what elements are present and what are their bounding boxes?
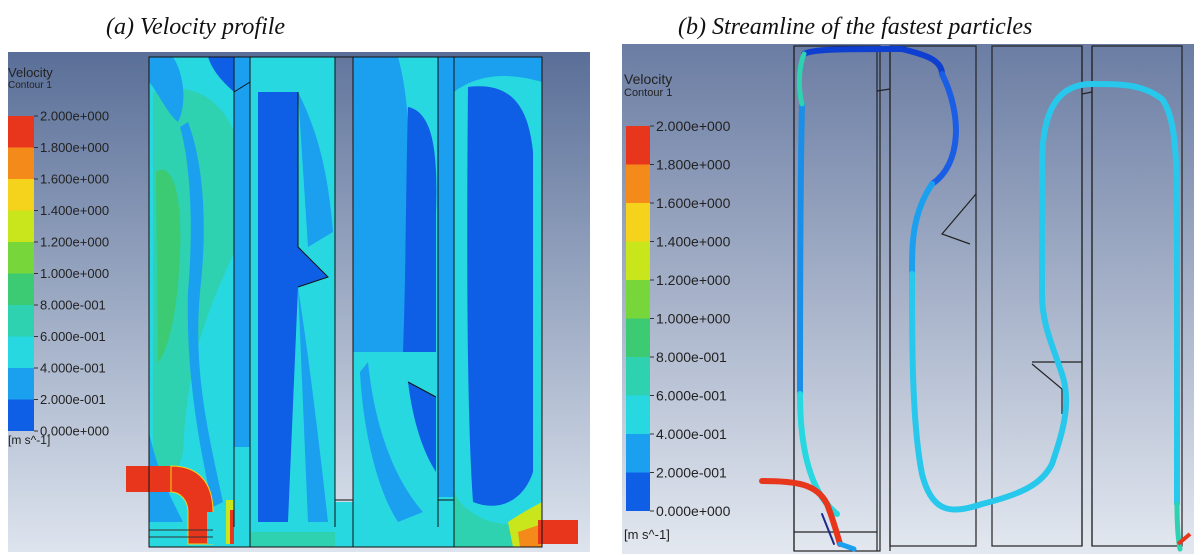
inlet-stream — [759, 478, 857, 552]
reactor-walls — [793, 45, 1183, 552]
legend-level-label: 8.000e-001 — [40, 298, 106, 313]
legend-level-label: 6.000e-001 — [656, 387, 727, 403]
legend-level-label: 1.600e+000 — [40, 172, 109, 187]
legend-level-label: 4.000e-001 — [40, 361, 106, 376]
legend-level-label: 1.400e+000 — [656, 233, 731, 249]
legend-level-label: 0.000e+000 — [40, 424, 109, 439]
legend-color-swatch — [8, 399, 34, 431]
legend-level-label: 2.000e-001 — [40, 392, 106, 407]
legend-a: Velocity Contour 1 2.000e+000 1.800e+000 1… — [8, 65, 109, 447]
chamber-1 — [149, 57, 234, 547]
reactor-outline — [148, 56, 543, 548]
legend-level-label: 1.200e+000 — [40, 235, 109, 250]
legend-level-label: 6.000e-001 — [40, 329, 106, 344]
legend-level-label: 2.000e+000 — [656, 118, 731, 134]
legend-color-swatch — [626, 280, 650, 319]
legend-level-label: 8.000e-001 — [656, 349, 727, 365]
legend-unit: [m s^-1] — [624, 527, 670, 542]
legend-subtitle: Contour 1 — [624, 87, 672, 99]
legend-color-swatch — [8, 210, 34, 242]
legend-color-swatch — [626, 126, 650, 165]
legend-color-swatch — [8, 179, 34, 211]
legend-color-swatch — [8, 147, 34, 179]
legend-color-swatch — [626, 203, 650, 242]
caption-velocity-profile: (a) Velocity profile — [106, 14, 286, 40]
chamber-2 — [250, 57, 335, 547]
background — [622, 44, 1194, 554]
chamber-3 — [353, 57, 438, 547]
streamline-panel: Velocity Contour 1 2.000e+000 1.800e+000 1… — [622, 44, 1194, 554]
legend-color-swatch — [8, 305, 34, 337]
legend-color-swatch — [626, 357, 650, 396]
legend-level-label: 2.000e+000 — [40, 109, 109, 124]
legend-color-swatch — [626, 395, 650, 434]
legend-level-label: 1.800e+000 — [40, 140, 109, 155]
legend-unit: [m s^-1] — [8, 433, 50, 447]
legend-level-label: 1.800e+000 — [656, 156, 731, 172]
legend-color-swatch — [626, 164, 650, 203]
legend-color-swatch — [8, 273, 34, 305]
legend-color-swatch — [626, 472, 650, 511]
legend-title: Velocity — [624, 71, 672, 87]
legend-level-label: 1.000e+000 — [656, 310, 731, 326]
legend-b: Velocity Contour 1 2.000e+000 1.800e+000 1… — [624, 71, 731, 542]
legend-level-label: 4.000e-001 — [656, 426, 727, 442]
legend-level-label: 1.200e+000 — [656, 272, 731, 288]
legend-color-swatch — [8, 242, 34, 274]
legend-color-swatch — [8, 116, 34, 148]
legend-level-label: 0.000e+000 — [656, 503, 731, 519]
legend-level-label: 1.600e+000 — [656, 195, 731, 211]
legend-color-swatch — [8, 336, 34, 368]
legend-title: Velocity — [8, 65, 53, 80]
legend-color-swatch — [8, 368, 34, 400]
chamber-4 — [454, 57, 542, 547]
legend-level-label: 1.000e+000 — [40, 266, 109, 281]
legend-color-swatch — [626, 434, 650, 473]
legend-level-label: 2.000e-001 — [656, 464, 727, 480]
outlet-stream — [1176, 532, 1192, 546]
velocity-contour-panel: Velocity Contour 1 2.000e+000 1.800e+000 1… — [8, 52, 590, 552]
caption-streamline: (b) Streamline of the fastest particles — [678, 14, 1033, 40]
legend-color-swatch — [626, 241, 650, 280]
legend-color-swatch — [626, 318, 650, 357]
legend-level-label: 1.400e+000 — [40, 203, 109, 218]
outlet-pipe — [538, 520, 578, 544]
legend-subtitle: Contour 1 — [8, 80, 52, 91]
